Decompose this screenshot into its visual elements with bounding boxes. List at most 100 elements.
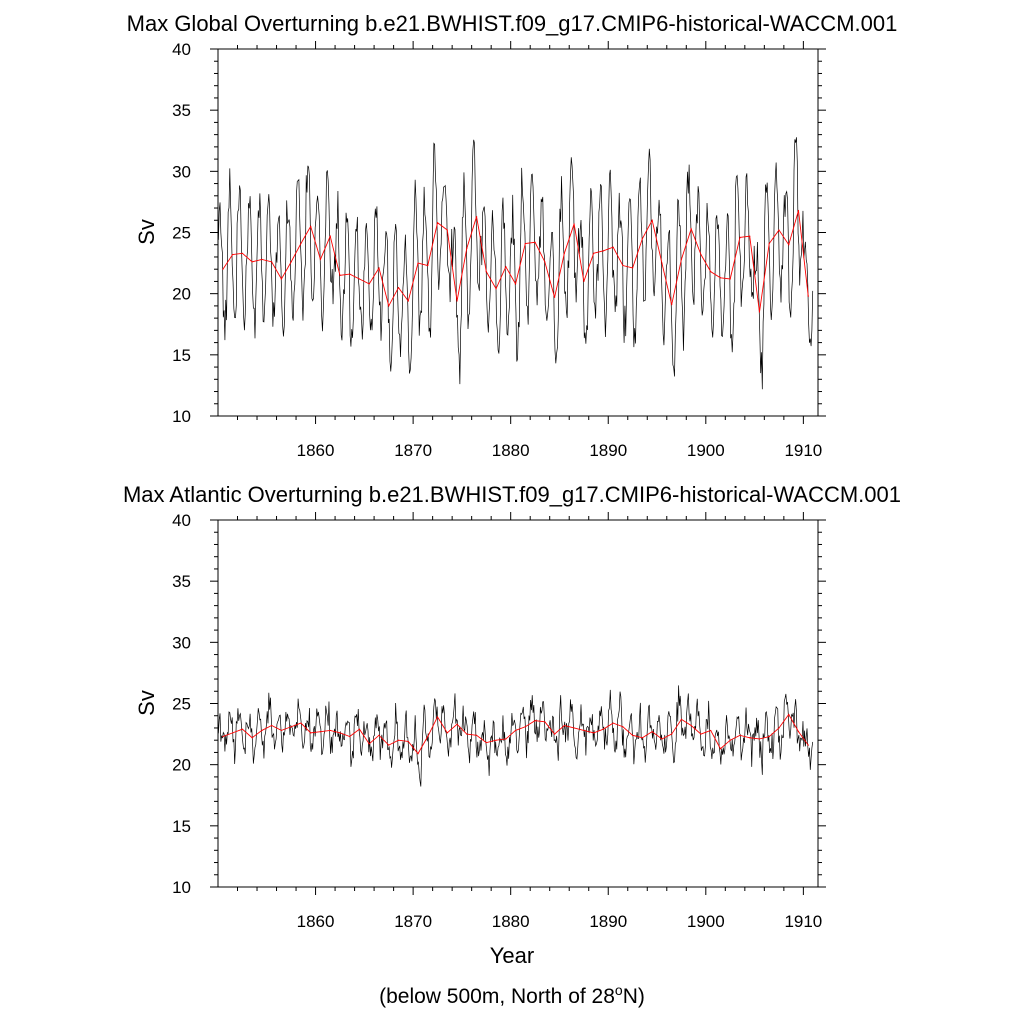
- footnote-main: (below 500m, North of 28: [379, 985, 615, 1008]
- global-annual-mean-points: [222, 209, 809, 313]
- annual-mean-point: [739, 734, 741, 736]
- annual-mean-point: [710, 729, 712, 732]
- x-tick-label: 1860: [297, 441, 335, 460]
- x-tick-label: 1870: [394, 912, 432, 931]
- footnote-suffix: N): [623, 985, 645, 1008]
- annual-mean-point: [271, 724, 273, 727]
- x-tick-label: 1860: [297, 912, 335, 931]
- annual-mean-point: [758, 738, 761, 740]
- annual-mean-point: [671, 304, 673, 306]
- x-tick-label: 1900: [687, 441, 725, 460]
- atlantic-annual-mean-points: [222, 713, 809, 755]
- annual-mean-point: [710, 271, 712, 273]
- annual-mean-point: [417, 262, 419, 264]
- annual-mean-point: [456, 300, 458, 302]
- y-tick-label: 15: [172, 346, 191, 365]
- annual-mean-point: [241, 252, 243, 254]
- annual-mean-point: [319, 731, 322, 733]
- annual-mean-point: [495, 739, 497, 741]
- annual-mean-point: [563, 724, 565, 727]
- x-tick-label: 1880: [492, 912, 530, 931]
- annual-mean-point: [622, 264, 624, 267]
- annual-mean-point: [456, 723, 458, 725]
- annual-mean-point: [436, 716, 439, 718]
- global-x-tick-labels: 1860 1870 1880 1890 1900 1910: [297, 441, 823, 460]
- annual-mean-point: [427, 735, 429, 738]
- atlantic-chart-title: Max Atlantic Overturning b.e21.BWHIST.f0…: [123, 482, 901, 507]
- annual-mean-point: [778, 727, 780, 729]
- y-tick-label: 30: [172, 633, 191, 652]
- annual-mean-point: [271, 261, 273, 263]
- atlantic-overturning-panel: Max Atlantic Overturning b.e21.BWHIST.f0…: [123, 482, 901, 968]
- annual-mean-point: [417, 753, 419, 755]
- annual-mean-point: [563, 252, 565, 254]
- annual-mean-point: [475, 734, 478, 736]
- annual-mean-point: [368, 743, 370, 745]
- annual-mean-point: [622, 726, 624, 728]
- annual-mean-point: [739, 236, 741, 238]
- annual-mean-point: [466, 733, 468, 735]
- global-y-tick-labels: 10 15 20 25 30 35 40: [172, 40, 191, 426]
- annual-mean-point: [593, 732, 595, 734]
- annual-mean-point: [368, 283, 370, 285]
- annual-mean-point: [729, 739, 731, 741]
- annual-mean-point: [573, 727, 575, 729]
- annual-mean-point: [583, 729, 585, 732]
- annual-mean-point: [388, 744, 390, 746]
- annual-mean-point: [222, 268, 224, 270]
- y-tick-label: 40: [172, 511, 191, 530]
- annual-mean-point: [485, 742, 487, 744]
- x-axis-label: Year: [490, 943, 534, 968]
- annual-mean-point: [573, 223, 575, 225]
- annual-mean-point: [446, 732, 448, 734]
- y-tick-label: 25: [172, 224, 191, 243]
- annual-mean-point: [583, 280, 585, 283]
- global-overturning-panel: Max Global Overturning b.e21.BWHIST.f09_…: [127, 11, 898, 460]
- annual-mean-point: [339, 732, 341, 734]
- y-tick-label: 30: [172, 162, 191, 181]
- annual-mean-point: [397, 286, 400, 289]
- global-tick-marks: [210, 41, 826, 424]
- annual-mean-point: [807, 744, 809, 746]
- annual-mean-point: [397, 739, 400, 741]
- annual-mean-point: [329, 235, 331, 237]
- annual-mean-point: [505, 266, 507, 268]
- annual-mean-point: [797, 209, 800, 212]
- annual-mean-point: [427, 264, 429, 267]
- annual-mean-point: [641, 238, 643, 240]
- y-tick-label: 35: [172, 101, 191, 120]
- annual-mean-point: [680, 258, 683, 261]
- annual-mean-point: [612, 246, 614, 248]
- annual-mean-point: [807, 295, 809, 297]
- annual-mean-point: [534, 720, 536, 722]
- annual-mean-point: [329, 729, 331, 732]
- annual-mean-point: [241, 728, 243, 730]
- annual-mean-point: [436, 222, 439, 224]
- annual-mean-point: [690, 724, 692, 727]
- annual-mean-point: [290, 261, 292, 263]
- annual-mean-point: [524, 242, 526, 245]
- annual-mean-point: [524, 726, 526, 728]
- annual-mean-point: [261, 729, 263, 732]
- x-tick-label: 1910: [784, 441, 822, 460]
- annual-mean-point: [358, 728, 361, 730]
- annual-mean-point: [719, 748, 722, 750]
- annual-mean-point: [514, 729, 517, 732]
- annual-mean-point: [749, 737, 751, 739]
- annual-mean-point: [534, 241, 536, 243]
- annual-mean-point: [641, 737, 643, 739]
- annual-mean-point: [349, 735, 351, 738]
- annual-mean-point: [661, 262, 663, 264]
- annual-mean-point: [788, 244, 790, 246]
- annual-mean-point: [553, 733, 556, 735]
- annual-mean-point: [612, 722, 614, 724]
- y-tick-label: 15: [172, 817, 191, 836]
- y-tick-label: 40: [172, 40, 191, 59]
- annual-mean-point: [544, 261, 546, 263]
- annual-mean-point: [280, 729, 283, 732]
- annual-mean-point: [505, 738, 507, 740]
- annual-mean-point: [602, 250, 604, 252]
- annual-mean-point: [544, 721, 546, 723]
- annual-mean-point: [280, 278, 283, 280]
- annual-mean-point: [358, 278, 361, 280]
